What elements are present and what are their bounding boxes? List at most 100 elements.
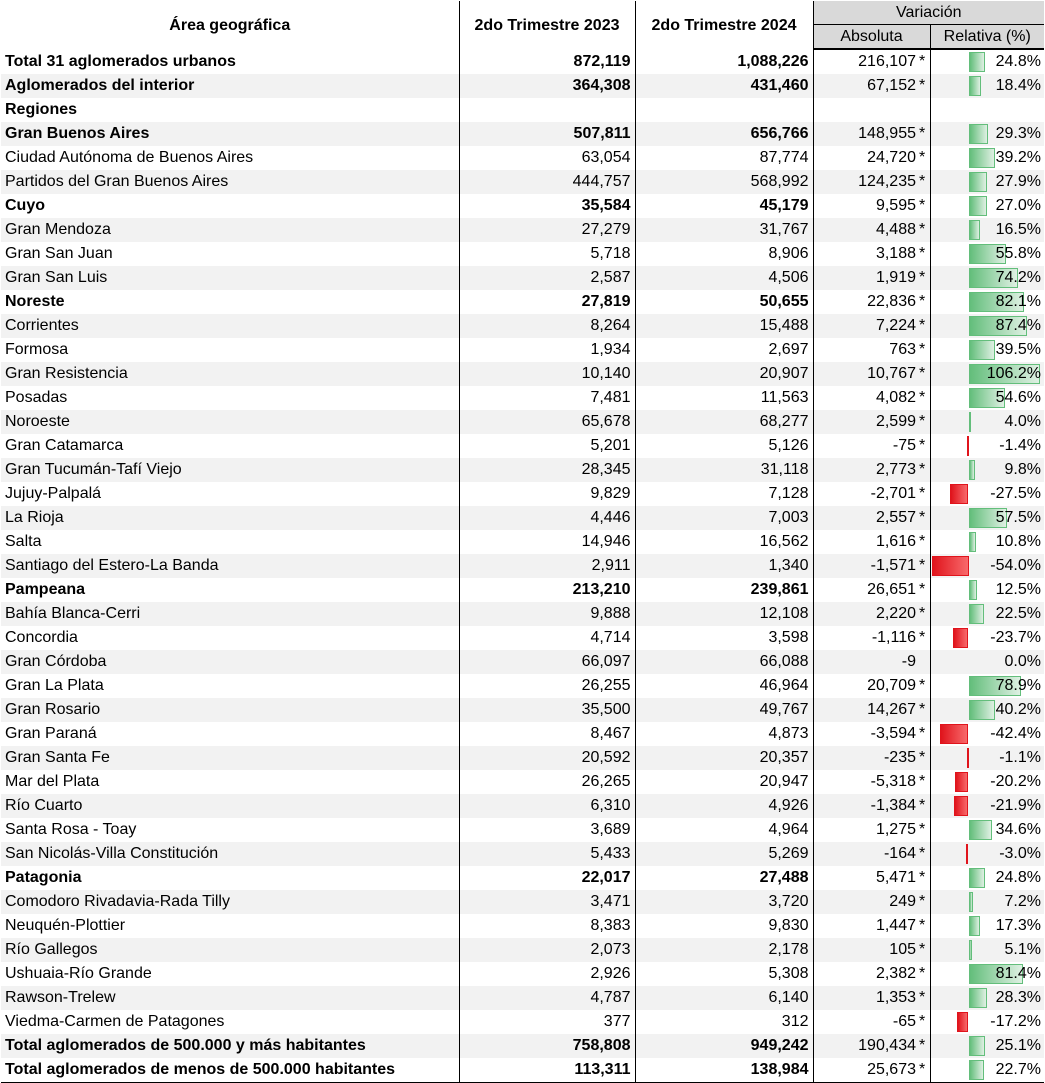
row-value-2023: 10,140 <box>459 362 636 386</box>
positive-bar <box>968 868 986 888</box>
row-absolute-variation: 148,955 <box>813 122 918 146</box>
row-relative-variation: 7.2% <box>930 890 1044 914</box>
table-row: San Nicolás-Villa Constitución 5,433 5,269… <box>1 842 1044 866</box>
positive-bar <box>968 244 1006 264</box>
row-value-2023: 5,201 <box>459 434 636 458</box>
row-area-name: Ciudad Autónoma de Buenos Aires <box>1 146 460 170</box>
row-relative-variation: 74.2% <box>930 266 1044 290</box>
positive-bar <box>968 340 995 360</box>
positive-bar <box>968 124 989 144</box>
row-significance-mark: * <box>918 74 931 98</box>
relative-bar-area <box>933 868 1043 888</box>
row-absolute-variation: 1,447 <box>813 914 918 938</box>
table-row: Gran Catamarca 5,201 5,126 -75 * -1.4% <box>1 434 1044 458</box>
positive-bar <box>968 508 1008 528</box>
relative-value-text: -3.0% <box>999 845 1041 862</box>
row-area-name: Jujuy-Palpalá <box>1 482 460 506</box>
row-absolute-variation: -164 <box>813 842 918 866</box>
row-relative-variation: -27.5% <box>930 482 1044 506</box>
row-absolute-variation: -1,116 <box>813 626 918 650</box>
row-value-2024: 1,340 <box>635 554 814 578</box>
row-area-name: Gran Rosario <box>1 698 460 722</box>
row-relative-variation: 9.8% <box>930 458 1044 482</box>
row-area-name: Noreste <box>1 290 460 314</box>
relative-value-text: 87.4% <box>995 317 1041 334</box>
row-value-2024: 656,766 <box>635 122 814 146</box>
row-relative-variation: 27.0% <box>930 194 1044 218</box>
row-value-2023: 27,819 <box>459 290 636 314</box>
row-absolute-variation: 10,767 <box>813 362 918 386</box>
row-significance-mark: * <box>918 914 931 938</box>
row-absolute-variation: -5,318 <box>813 770 918 794</box>
table-row: Posadas 7,481 11,563 4,082 * 54.6% <box>1 386 1044 410</box>
relative-value-text: 57.5% <box>995 509 1041 526</box>
table-row: Gran Rosario 35,500 49,767 14,267 * 40.2% <box>1 698 1044 722</box>
negative-bar <box>967 436 969 456</box>
row-value-2023: 35,500 <box>459 698 636 722</box>
row-significance-mark <box>918 650 931 674</box>
row-significance-mark: * <box>918 49 931 74</box>
relative-bar-area <box>933 748 1043 768</box>
row-area-name: Total aglomerados de menos de 500.000 ha… <box>1 1058 460 1083</box>
row-value-2024: 5,126 <box>635 434 814 458</box>
relative-bar-area <box>933 52 1043 72</box>
table-row: Gran Buenos Aires 507,811 656,766 148,955 * 2… <box>1 122 1044 146</box>
row-significance-mark: * <box>918 866 931 890</box>
positive-bar <box>968 388 1006 408</box>
row-value-2023: 35,584 <box>459 194 636 218</box>
relative-bar-area <box>933 724 1043 744</box>
row-significance-mark: * <box>918 194 931 218</box>
table-row: Total aglomerados de menos de 500.000 ha… <box>1 1058 1044 1083</box>
row-significance-mark: * <box>918 506 931 530</box>
row-relative-variation: 55.8% <box>930 242 1044 266</box>
table-row: Gran Mendoza 27,279 31,767 4,488 * 16.5% <box>1 218 1044 242</box>
row-area-name: Gran San Luis <box>1 266 460 290</box>
row-value-2024: 7,003 <box>635 506 814 530</box>
row-value-2024: 31,767 <box>635 218 814 242</box>
row-significance-mark: * <box>918 170 931 194</box>
row-relative-variation <box>930 98 1044 122</box>
relative-value-text: -1.4% <box>999 437 1041 454</box>
row-relative-variation: 10.8% <box>930 530 1044 554</box>
row-significance-mark: * <box>918 746 931 770</box>
row-value-2024: 8,906 <box>635 242 814 266</box>
row-value-2023: 3,471 <box>459 890 636 914</box>
row-absolute-variation: -235 <box>813 746 918 770</box>
relative-bar-area <box>933 796 1043 816</box>
row-absolute-variation: -75 <box>813 434 918 458</box>
relative-value-text: 5.1% <box>1004 941 1041 958</box>
relative-bar-area <box>932 556 1043 576</box>
row-absolute-variation: 25,673 <box>813 1058 918 1083</box>
row-value-2024: 4,506 <box>635 266 814 290</box>
relative-value-text: 25.1% <box>995 1037 1041 1054</box>
row-absolute-variation: -1,571 <box>813 554 918 578</box>
table-body: Total 31 aglomerados urbanos 872,119 1,088… <box>1 49 1044 1083</box>
row-value-2023: 4,714 <box>459 626 636 650</box>
positive-bar <box>968 316 1028 336</box>
row-area-name: Gran Catamarca <box>1 434 460 458</box>
row-relative-variation: 27.9% <box>930 170 1044 194</box>
row-relative-variation: 78.9% <box>930 674 1044 698</box>
row-relative-variation: 28.3% <box>930 986 1044 1010</box>
table-row: Gran San Luis 2,587 4,506 1,919 * 74.2% <box>1 266 1044 290</box>
table-row: Gran Paraná 8,467 4,873 -3,594 * -42.4% <box>1 722 1044 746</box>
positive-bar <box>968 148 995 168</box>
table-row: La Rioja 4,446 7,003 2,557 * 57.5% <box>1 506 1044 530</box>
row-value-2023: 7,481 <box>459 386 636 410</box>
row-value-2024: 87,774 <box>635 146 814 170</box>
row-area-name: Río Gallegos <box>1 938 460 962</box>
row-value-2023: 444,757 <box>459 170 636 194</box>
row-value-2023: 1,934 <box>459 338 636 362</box>
row-value-2024: 20,357 <box>635 746 814 770</box>
row-absolute-variation: 2,557 <box>813 506 918 530</box>
positive-bar <box>968 196 987 216</box>
relative-bar-area <box>933 244 1043 264</box>
row-relative-variation: -17.2% <box>930 1010 1044 1034</box>
relative-bar-area <box>933 340 1043 360</box>
row-absolute-variation: 249 <box>813 890 918 914</box>
negative-bar <box>967 748 969 768</box>
table-row: Total aglomerados de 500.000 y más habit… <box>1 1034 1044 1058</box>
row-value-2023: 3,689 <box>459 818 636 842</box>
row-relative-variation: 81.4% <box>930 962 1044 986</box>
